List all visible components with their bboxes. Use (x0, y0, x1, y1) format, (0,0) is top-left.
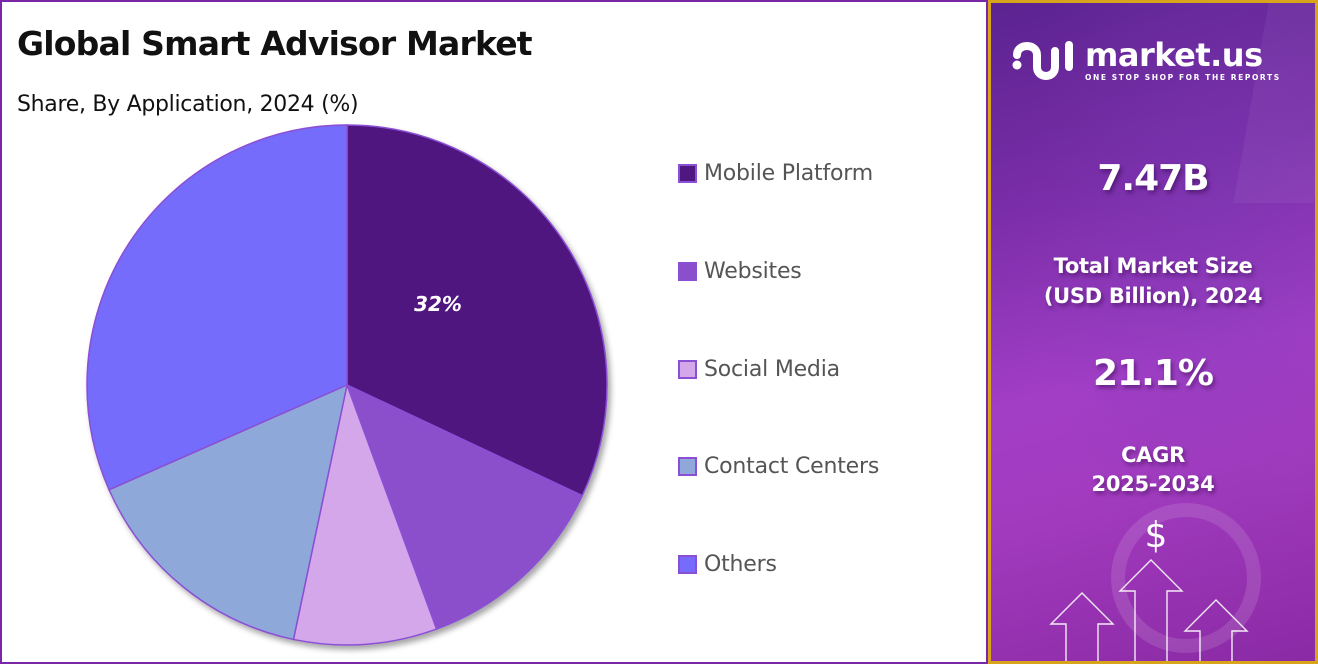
legend-item-social-media[interactable]: Social Media (678, 357, 840, 382)
pie-slice-others[interactable] (86, 124, 348, 491)
pie-slice-contact-centers[interactable] (108, 383, 349, 641)
legend-swatch-icon (678, 555, 697, 574)
brand-name: market.us (1085, 35, 1263, 74)
market-size-label-line1: Total Market Size (1053, 254, 1253, 278)
legend-item-others[interactable]: Others (678, 552, 777, 577)
market-us-logo-icon (1012, 41, 1073, 80)
pie-slices (86, 124, 608, 646)
legend-item-mobile-platform[interactable]: Mobile Platform (678, 161, 873, 186)
pie-chart: 32% (86, 124, 608, 646)
brand-tagline: ONE STOP SHOP FOR THE REPORTS (1085, 72, 1281, 82)
legend-swatch-icon (678, 360, 697, 379)
legend-item-websites[interactable]: Websites (678, 259, 802, 284)
growth-arrows-icon (1049, 559, 1249, 661)
brand-logo[interactable]: market.us ONE STOP SHOP FOR THE REPORTS (1011, 37, 1281, 83)
stats-sidebar: market.us ONE STOP SHOP FOR THE REPORTS … (988, 0, 1318, 664)
pie-slice-social-media[interactable] (292, 382, 438, 646)
chart-title: Global Smart Advisor Market (17, 24, 533, 63)
legend-label: Others (704, 552, 777, 577)
legend-label: Contact Centers (704, 454, 880, 479)
legend-swatch-icon (678, 262, 697, 281)
pie-slice-websites[interactable] (345, 383, 584, 631)
dollar-icon: $ (1144, 515, 1168, 556)
legend-label: Websites (704, 259, 802, 284)
legend-swatch-icon (678, 164, 697, 183)
legend-swatch-icon (678, 457, 697, 476)
legend-label: Social Media (704, 357, 840, 382)
slice-label-mobile-platform: 32% (414, 292, 462, 316)
legend-label: Mobile Platform (704, 161, 873, 186)
pie-chart-svg: 32% (86, 124, 608, 646)
cagr-label-line2: 2025-2034 (1091, 472, 1215, 496)
cagr-label-line1: CAGR (1121, 443, 1185, 467)
pie-slice-mobile-platform[interactable] (346, 124, 608, 497)
market-size-value: 7.47B (1097, 158, 1209, 199)
chart-subtitle: Share, By Application, 2024 (%) (17, 92, 359, 117)
cagr-value: 21.1% (1093, 353, 1214, 394)
market-size-label-line2: (USD Billion), 2024 (1043, 284, 1263, 308)
legend-item-contact-centers[interactable]: Contact Centers (678, 454, 879, 479)
